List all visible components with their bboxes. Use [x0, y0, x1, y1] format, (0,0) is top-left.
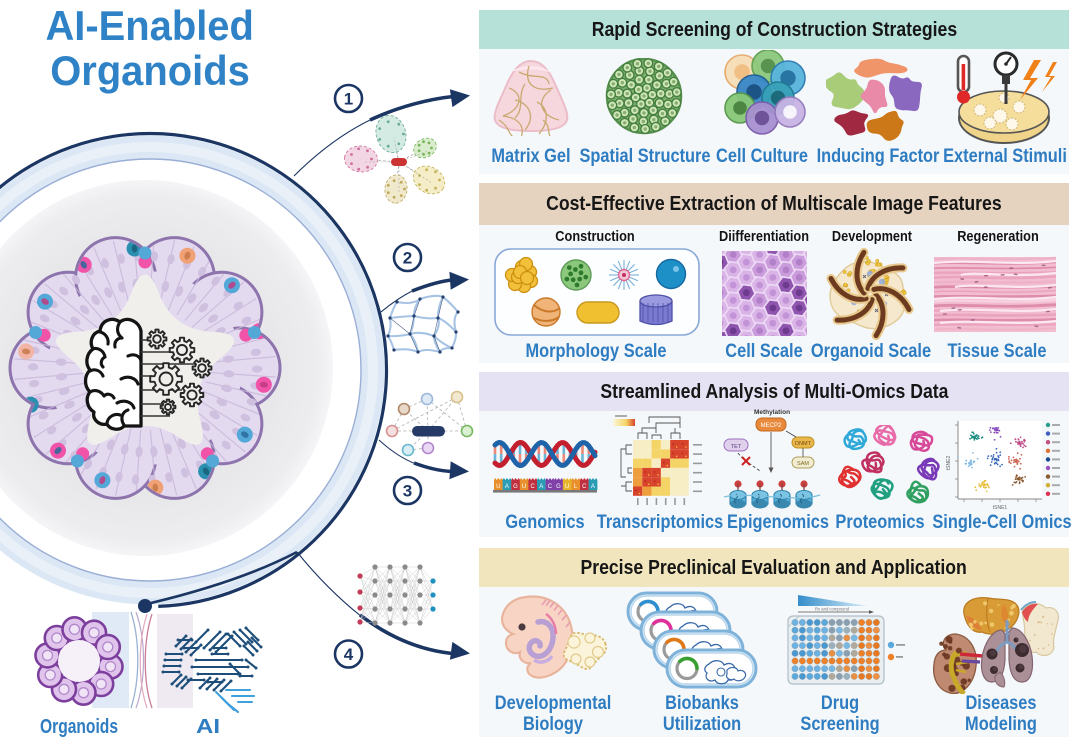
svg-text:DNMT: DNMT [795, 441, 812, 447]
svg-text:Methylation: Methylation [754, 409, 790, 416]
svg-text:tSNE1: tSNE1 [993, 505, 1008, 511]
svg-text:G: G [513, 484, 518, 490]
svg-text:A: A [591, 484, 595, 490]
svg-text:A: A [539, 484, 543, 490]
svg-text:SAM: SAM [797, 461, 809, 467]
svg-text:U: U [522, 484, 526, 490]
svg-text:TET: TET [731, 444, 742, 450]
svg-text:G: G [556, 484, 561, 490]
svg-text:A: A [505, 484, 509, 490]
svg-text:C: C [582, 484, 587, 490]
svg-text:3: 3 [403, 482, 412, 501]
svg-text:1: 1 [344, 90, 353, 109]
svg-text:Rx and compound: Rx and compound [815, 607, 850, 612]
svg-text:Organoids: Organoids [40, 716, 118, 738]
svg-text:2: 2 [403, 249, 412, 268]
svg-text:C: C [548, 484, 553, 490]
svg-text:AI: AI [196, 716, 220, 738]
svg-text:U: U [565, 484, 569, 490]
svg-text:C: C [531, 484, 536, 490]
svg-text:4: 4 [344, 645, 354, 664]
svg-text:U: U [496, 484, 500, 490]
svg-text:tSNE2: tSNE2 [946, 456, 952, 471]
svg-text:MECP2: MECP2 [761, 423, 782, 429]
svg-text:L: L [574, 484, 578, 490]
